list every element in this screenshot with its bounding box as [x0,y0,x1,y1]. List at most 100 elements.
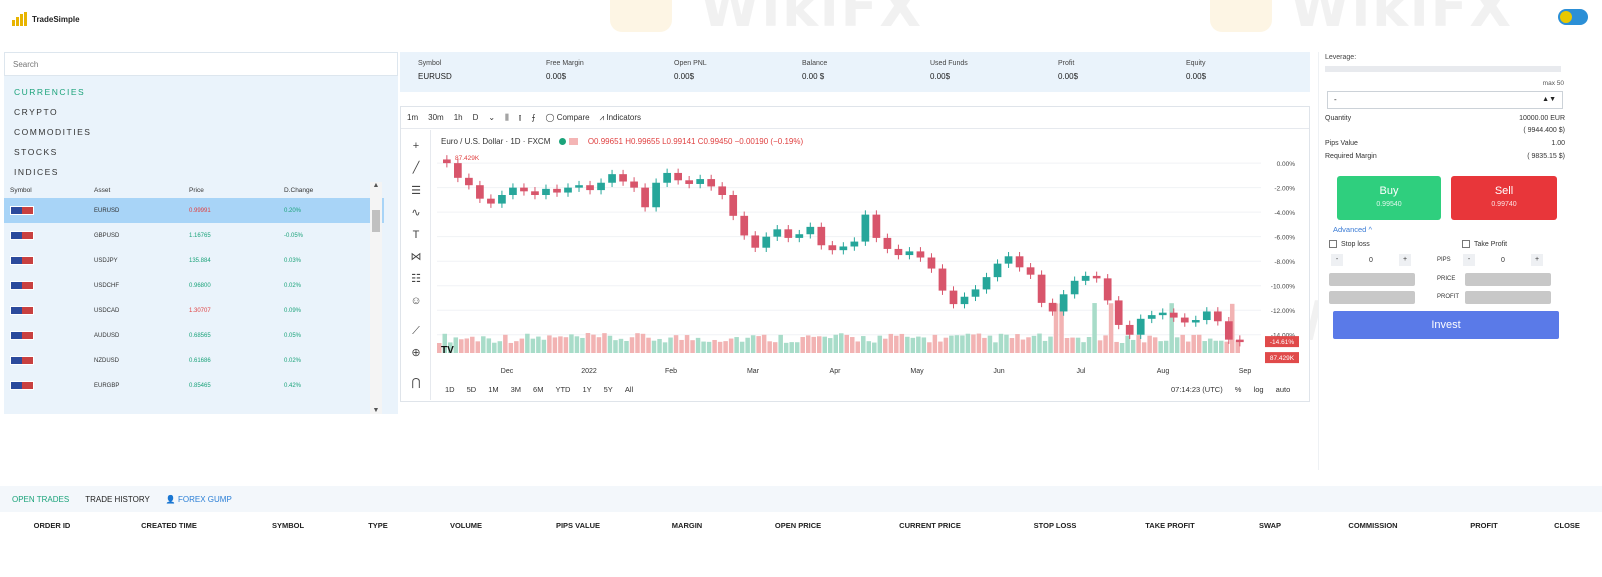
category-currencies[interactable]: CURRENCIES [14,87,86,97]
theme-toggle[interactable] [1558,9,1588,25]
stop-loss-checkbox[interactable]: Stop loss [1329,240,1370,248]
category-indices[interactable]: INDICES [14,167,59,177]
ruler-icon[interactable]: ⟋ [412,325,420,337]
interval-1h[interactable]: 1h [453,113,463,122]
tab-forex-gump[interactable]: 👤 FOREX GUMP [166,495,232,504]
app-logo[interactable]: TradeSimple [12,12,80,26]
take-profit-price-field[interactable] [1465,273,1551,286]
col-profit[interactable]: PROFIT [1470,520,1498,530]
stepper-value[interactable]: 0 [1369,256,1373,264]
checkbox-box[interactable] [1329,240,1337,248]
col-symbol[interactable]: SYMBOL [271,520,305,530]
trendline-icon[interactable]: ╱ [412,162,420,174]
percent-toggle[interactable]: % [1234,385,1242,394]
pattern-icon[interactable]: ⋈ [410,251,422,263]
stop-loss-stepper[interactable]: - 0 + [1331,254,1411,266]
tab-open-trades[interactable]: OPEN TRADES [12,494,70,504]
advanced-toggle[interactable]: Advanced ^ [1333,225,1372,234]
range-3m[interactable]: 3M [510,385,522,394]
asset-row[interactable]: EURGBP 0.85465 0.42% [4,373,384,398]
range-5y[interactable]: 5Y [603,385,613,394]
interval-1m[interactable]: 1m [407,113,419,122]
range-all[interactable]: All [624,385,634,394]
range-6m[interactable]: 6M [533,385,544,394]
indicator-fx-icon[interactable]: ⨍ [531,113,536,122]
col-take-profit[interactable]: TAKE PROFIT [1145,520,1195,530]
col-margin[interactable]: MARGIN [671,520,703,530]
buy-button[interactable]: Buy 0.99540 [1337,176,1441,220]
col-type[interactable]: TYPE [368,520,388,530]
search-input[interactable] [5,53,397,75]
asset-row[interactable]: USDCHF 0.96800 0.02% [4,273,384,298]
plus-icon[interactable]: + [1399,254,1411,266]
col-pips-value[interactable]: PIPS VALUE [555,520,601,530]
stepper-value[interactable]: 0 [1501,256,1505,264]
candlestick-chart[interactable]: 0.00% -2.00% -4.00% -6.00% -8.00% -10.00% -12.… [433,151,1309,383]
indicators-button[interactable]: ⩘ Indicators [599,112,642,122]
category-stocks[interactable]: STOCKS [14,147,58,157]
compare-button[interactable]: ◯ Compare [545,113,590,122]
horizontal-lines-icon[interactable]: ☰ [411,185,421,197]
asset-row[interactable]: NZDUSD 0.61686 0.02% [4,348,384,373]
zoom-icon[interactable]: ⊕ [411,347,421,359]
emoji-icon[interactable]: ☺ [410,295,422,307]
interval-d[interactable]: D [472,113,479,122]
col-current-price[interactable]: CURRENT PRICE [899,520,961,530]
sell-button[interactable]: Sell 0.99740 [1451,176,1557,220]
minus-icon[interactable]: - [1331,254,1343,266]
asset-scrollbar[interactable]: ▲ ▼ [370,182,382,414]
text-tool-icon[interactable]: T [412,229,420,241]
range-5d[interactable]: 5D [466,385,477,394]
candles-icon[interactable]: ⫾ [518,112,522,122]
asset-row[interactable]: GBPUSD 1.16765 -0.05% [4,223,384,248]
col-stop-loss[interactable]: STOP LOSS [1033,520,1077,530]
take-profit-profit-field[interactable] [1465,291,1551,304]
tab-trade-history[interactable]: TRADE HISTORY [85,494,150,504]
asset-row[interactable]: EURUSD 0.99991 0.20% [4,198,384,223]
category-commodities[interactable]: COMMODITIES [14,127,92,137]
col-volume[interactable]: VOLUME [449,520,483,530]
scroll-down-icon[interactable]: ▼ [372,407,380,414]
range-1m[interactable]: 1M [488,385,499,394]
take-profit-checkbox[interactable]: Take Profit [1462,240,1507,248]
volume-bar [1235,340,1240,353]
take-profit-stepper[interactable]: - 0 + [1463,254,1543,266]
range-ytd[interactable]: YTD [555,385,571,394]
log-toggle[interactable]: log [1253,385,1264,394]
stop-loss-profit-field[interactable] [1329,291,1415,304]
col-created-time[interactable]: CREATED TIME [141,520,197,530]
col-order-id[interactable]: ORDER ID [33,520,71,530]
forecast-icon[interactable]: ☷ [411,273,421,285]
interval-30m[interactable]: 30m [428,113,444,122]
volume-bar [486,338,492,353]
asset-row[interactable]: USDJPY 135.884 0.03% [4,248,384,273]
stat-free-margin: Free Margin 0.00$ [528,52,656,92]
leverage-slider[interactable] [1325,66,1561,72]
category-crypto[interactable]: CRYPTO [14,107,59,117]
asset-row[interactable]: AUDUSD 0.68565 0.05% [4,323,384,348]
col-open-price[interactable]: OPEN PRICE [774,520,822,530]
brush-icon[interactable]: ∿ [411,207,421,219]
asset-row[interactable]: USDCAD 1.30707 0.09% [4,298,384,323]
candle-body [1180,317,1189,323]
col-close[interactable]: CLOSE [1554,520,1580,530]
invest-button[interactable]: Invest [1333,311,1559,339]
checkbox-box[interactable] [1462,240,1470,248]
magnet-icon[interactable]: ⋂ [411,377,421,389]
col-commission[interactable]: COMMISSION [1348,520,1398,530]
range-1y[interactable]: 1Y [582,385,592,394]
interval-chevron-down-icon[interactable]: ⌄ [488,113,496,122]
auto-toggle[interactable]: auto [1275,385,1291,394]
volume-bar [712,339,717,353]
quantity-select[interactable]: - ▲▼ [1327,91,1563,109]
stat-used-funds: Used Funds 0.00$ [912,52,1040,92]
crosshair-icon[interactable]: + [412,140,420,152]
scroll-thumb[interactable] [372,210,380,232]
range-1d[interactable]: 1D [445,385,455,394]
stop-loss-price-field[interactable] [1329,273,1415,286]
scroll-up-icon[interactable]: ▲ [372,182,380,189]
minus-icon[interactable]: - [1463,254,1475,266]
col-swap[interactable]: SWAP [1258,520,1282,530]
bar-style-icon[interactable]: ⫼ [505,112,509,122]
plus-icon[interactable]: + [1531,254,1543,266]
